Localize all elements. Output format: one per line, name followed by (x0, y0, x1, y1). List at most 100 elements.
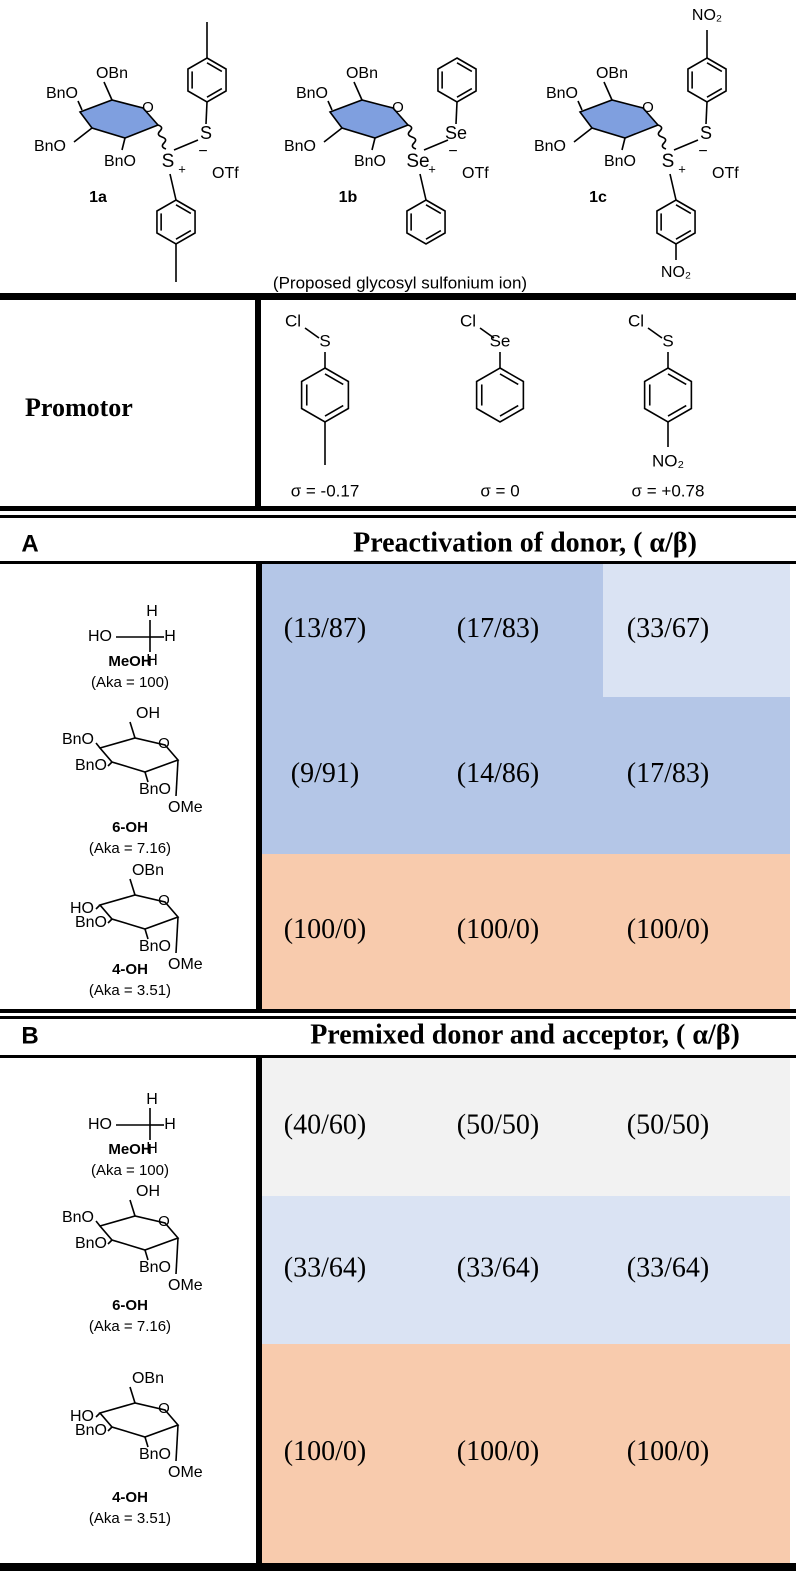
rule (0, 515, 796, 518)
label: + (178, 161, 186, 176)
bond (456, 87, 473, 98)
cell (430, 697, 603, 854)
cell (262, 1058, 430, 1196)
label: σ = +0.78 (632, 481, 705, 500)
bond (129, 1386, 136, 1404)
bond (324, 404, 344, 417)
bond (107, 761, 113, 767)
row-header: Promotor (25, 393, 133, 422)
label: OMe (168, 1464, 203, 1481)
label: BnO (546, 85, 578, 102)
label: MeOH (108, 1141, 151, 1158)
label: BnO (139, 781, 171, 798)
aromatic-ring (475, 367, 525, 423)
label: BnO (34, 138, 66, 155)
bond (705, 101, 708, 125)
bond (621, 137, 626, 151)
label: S (162, 151, 175, 172)
bond (144, 1436, 149, 1448)
cell (262, 697, 430, 854)
cell (430, 1058, 603, 1196)
label: (Aka = 3.51) (89, 982, 171, 999)
label: (Aka = 7.16) (89, 840, 171, 857)
label: Se (445, 123, 467, 143)
label: − (198, 143, 207, 160)
cell (603, 564, 790, 697)
label: S (200, 123, 212, 143)
label: OH (136, 705, 160, 722)
label: (100/0) (284, 914, 366, 945)
label: (50/50) (457, 1109, 539, 1140)
label: O (158, 1213, 170, 1230)
bond (107, 1239, 113, 1245)
bond (121, 137, 126, 151)
bond (425, 204, 442, 215)
label: S (662, 151, 675, 172)
bond (499, 404, 519, 417)
label: (17/83) (627, 758, 709, 789)
label: OTf (462, 165, 489, 182)
bond (175, 1424, 179, 1462)
bond (324, 373, 344, 386)
aromatic-ring (643, 367, 693, 423)
label: S (700, 123, 712, 143)
label: OBn (132, 1370, 164, 1387)
label: (33/67) (627, 613, 709, 644)
bond (669, 173, 677, 201)
cell (262, 1344, 430, 1563)
bond (577, 100, 583, 111)
label: BnO (62, 731, 94, 748)
label: H (146, 652, 158, 669)
label: (Aka = 3.51) (89, 1510, 171, 1527)
label: O (392, 99, 404, 116)
aromatic-ring (437, 57, 477, 103)
bond (353, 81, 363, 101)
label: BnO (75, 1235, 107, 1252)
label: + (428, 161, 436, 176)
label: BnO (46, 85, 78, 102)
bond (667, 404, 687, 417)
label: BnO (604, 153, 636, 170)
label: BnO (139, 938, 171, 955)
rule (256, 1058, 262, 1563)
label: NO₂ (692, 7, 722, 24)
label: 6-OH (112, 1297, 148, 1314)
label: OH (136, 1183, 160, 1200)
label: − (448, 143, 457, 160)
label: O (158, 735, 170, 752)
caption: (Proposed glycosyl sulfonium ion) (273, 273, 527, 292)
cell (430, 1196, 603, 1344)
label: H (146, 1091, 158, 1108)
bond (129, 878, 136, 896)
bond (77, 100, 83, 111)
label: O (158, 892, 170, 909)
label: OBn (346, 65, 378, 82)
bond (95, 1220, 101, 1227)
label: (100/0) (457, 1436, 539, 1467)
label: NO₂ (661, 264, 691, 281)
bond (107, 918, 113, 924)
label: HO (88, 1116, 112, 1133)
label: Premixed donor and acceptor, ( α/β) (310, 1019, 740, 1050)
bond (706, 87, 723, 98)
bond (675, 204, 692, 215)
label: − (698, 143, 707, 160)
label: BnO (139, 1259, 171, 1276)
label: 1b (339, 189, 358, 206)
aromatic-ring (656, 199, 696, 245)
label: OTf (712, 165, 739, 182)
cell (262, 1196, 430, 1344)
bond (169, 173, 177, 201)
bond (673, 139, 699, 151)
label: 6-OH (112, 819, 148, 836)
label: (9/91) (291, 758, 359, 789)
label: (40/60) (284, 1109, 366, 1140)
bond (144, 1249, 149, 1261)
label: + (678, 161, 686, 176)
cell (430, 854, 603, 1009)
label: Preactivation of donor, ( α/β) (353, 527, 697, 558)
aromatic-ring (156, 199, 196, 245)
label: HO (70, 900, 94, 917)
bond (419, 173, 427, 201)
